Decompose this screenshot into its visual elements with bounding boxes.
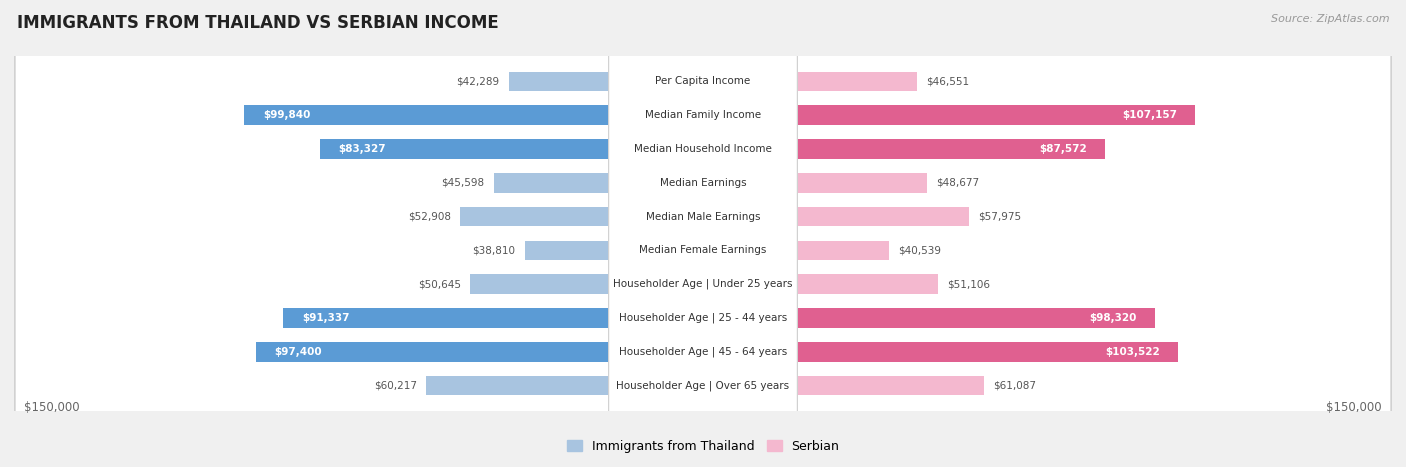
Text: Median Family Income: Median Family Income [645,110,761,120]
Text: Householder Age | 25 - 44 years: Householder Age | 25 - 44 years [619,313,787,323]
Text: $87,572: $87,572 [1039,144,1087,154]
Text: $150,000: $150,000 [1326,401,1382,414]
FancyBboxPatch shape [609,0,797,467]
FancyBboxPatch shape [15,0,1391,467]
Text: IMMIGRANTS FROM THAILAND VS SERBIAN INCOME: IMMIGRANTS FROM THAILAND VS SERBIAN INCO… [17,14,499,32]
Bar [786,71,917,91]
Bar [509,71,620,91]
Legend: Immigrants from Thailand, Serbian: Immigrants from Thailand, Serbian [561,435,845,458]
Text: $61,087: $61,087 [993,381,1036,390]
Bar [786,173,927,192]
FancyBboxPatch shape [15,0,1391,467]
Text: $48,677: $48,677 [936,178,979,188]
FancyBboxPatch shape [609,0,797,467]
Bar [786,139,1105,159]
Text: $51,106: $51,106 [946,279,990,289]
Bar [524,241,620,260]
FancyBboxPatch shape [609,0,797,467]
FancyBboxPatch shape [609,0,797,467]
Text: $83,327: $83,327 [339,144,387,154]
FancyBboxPatch shape [609,0,797,467]
Bar [321,139,620,159]
FancyBboxPatch shape [609,0,797,467]
Text: $46,551: $46,551 [927,77,969,86]
Text: $103,522: $103,522 [1105,347,1160,357]
Bar [494,173,620,192]
Text: $107,157: $107,157 [1122,110,1177,120]
Text: $97,400: $97,400 [274,347,322,357]
Text: $40,539: $40,539 [898,245,942,255]
Bar [786,207,969,226]
Text: Householder Age | Under 25 years: Householder Age | Under 25 years [613,279,793,290]
Bar [426,376,620,396]
FancyBboxPatch shape [15,0,1391,467]
Text: Source: ZipAtlas.com: Source: ZipAtlas.com [1271,14,1389,24]
Bar [460,207,620,226]
Text: $57,975: $57,975 [979,212,1022,222]
Text: $98,320: $98,320 [1088,313,1136,323]
Text: Householder Age | 45 - 64 years: Householder Age | 45 - 64 years [619,347,787,357]
Text: $150,000: $150,000 [24,401,80,414]
Text: Per Capita Income: Per Capita Income [655,77,751,86]
Text: Median Female Earnings: Median Female Earnings [640,245,766,255]
Text: $38,810: $38,810 [472,245,516,255]
Text: $99,840: $99,840 [263,110,311,120]
Bar [786,241,889,260]
Text: $45,598: $45,598 [441,178,485,188]
FancyBboxPatch shape [15,0,1391,467]
Bar [786,308,1154,328]
FancyBboxPatch shape [15,0,1391,467]
FancyBboxPatch shape [15,0,1391,467]
Text: $42,289: $42,289 [457,77,499,86]
Text: Median Earnings: Median Earnings [659,178,747,188]
FancyBboxPatch shape [15,0,1391,467]
Text: $52,908: $52,908 [408,212,451,222]
Bar [284,308,620,328]
Text: Householder Age | Over 65 years: Householder Age | Over 65 years [616,380,790,391]
Bar [786,376,984,396]
Bar [786,106,1195,125]
Bar [256,342,620,361]
FancyBboxPatch shape [609,0,797,467]
Text: Median Household Income: Median Household Income [634,144,772,154]
Text: $50,645: $50,645 [418,279,461,289]
FancyBboxPatch shape [15,0,1391,467]
FancyBboxPatch shape [15,0,1391,467]
Bar [786,275,938,294]
FancyBboxPatch shape [15,0,1391,467]
Text: $91,337: $91,337 [302,313,349,323]
FancyBboxPatch shape [609,0,797,467]
Text: Median Male Earnings: Median Male Earnings [645,212,761,222]
Bar [471,275,620,294]
Bar [245,106,620,125]
Text: $60,217: $60,217 [374,381,418,390]
FancyBboxPatch shape [609,0,797,467]
Bar [786,342,1178,361]
FancyBboxPatch shape [609,0,797,467]
